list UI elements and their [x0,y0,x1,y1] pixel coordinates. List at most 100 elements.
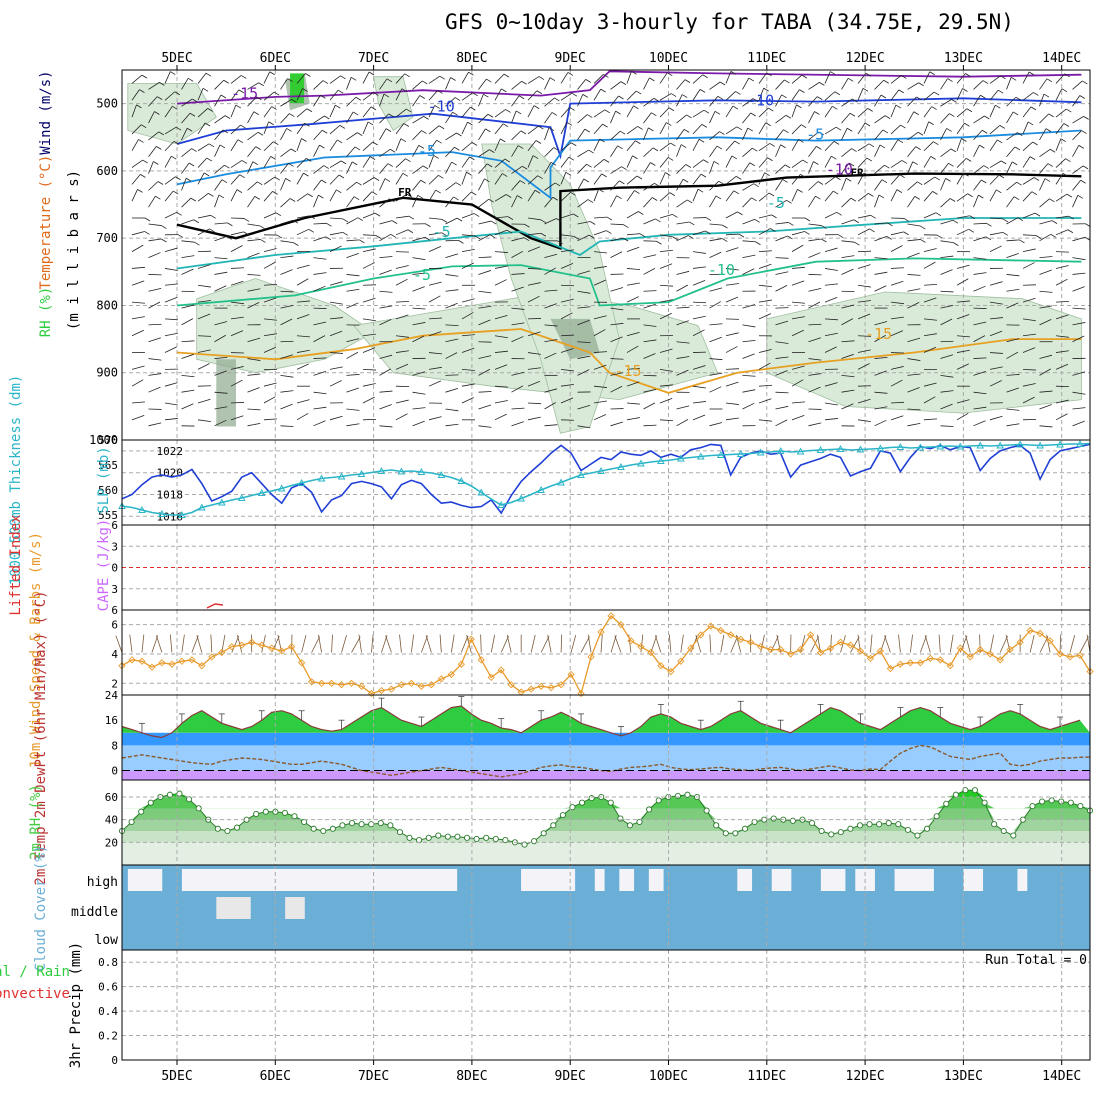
wind-barb-flag [817,181,824,185]
wind-barb [445,324,459,326]
wind-barb [478,163,488,174]
wind-barb [1022,368,1037,371]
wind-barb [758,284,772,288]
wind-barb [230,366,244,370]
wind-barb [725,140,735,151]
wind-barb [527,402,542,405]
wind-barb-flag [553,147,559,151]
wind-barb-flag [732,105,739,110]
surface-wind-barb [668,634,672,653]
wind-barb-flag [634,190,640,194]
wind-barb-flag [1046,78,1053,83]
wind-barb [676,306,690,309]
wind-speed-point [178,657,186,665]
wind-barb [610,95,619,107]
lifted-index-tick-label: 6 [111,519,118,532]
wind-barb [907,111,915,124]
wind-barb [626,331,640,337]
wind-barb-flag [914,196,920,200]
wind-barb [247,111,255,124]
wind-barb [989,245,1002,252]
wind-barb [148,146,157,157]
wind-barb-flag [932,191,938,195]
wind-barb-flag [632,155,638,160]
wind-barb [890,415,904,421]
wind-barb [775,199,787,208]
wind-barb [461,334,475,337]
precip-legend-convective: Convective [0,986,70,1002]
wind-barb [989,231,1003,236]
wind-barb [280,148,292,158]
wind-barb [907,131,919,141]
wind-barb-flag [933,141,939,146]
rh-point [483,834,490,841]
wind-barb [577,319,590,326]
wind-barb [164,382,178,387]
wind-barb [164,332,178,337]
wind-barb-flag [752,98,759,102]
wind-barb [511,336,524,343]
wind-barb [758,143,771,152]
wind-barb [841,98,853,107]
wind-barb [181,219,194,225]
wind-barb-flag [156,96,163,100]
rh-point [713,822,720,829]
wind-barb [643,218,656,225]
wind-barb-flag [717,95,724,100]
wind-barb [148,301,161,309]
wind-barb [824,155,832,168]
bottom-date-label: 5DEC [161,1069,192,1084]
wind-barb [478,178,485,191]
wind-barb [725,332,739,337]
wind-barb-flag [1002,231,1008,236]
wind-barb [940,78,948,90]
wind-barb-flag [220,94,227,99]
thickness-point [617,462,625,470]
wind-barb [544,97,555,107]
wind-barb [478,368,491,376]
rh-point [646,806,653,813]
wind-barb [313,257,327,260]
wind-barb-flag [326,222,332,227]
wind-barb [758,362,771,370]
wind-barb [560,298,574,303]
rh-point [617,815,624,822]
wind-barb [709,372,723,376]
wind-barb-flag [189,112,196,117]
rh-area-band [122,790,1090,809]
wind-barb [940,290,954,293]
wind-barb [346,374,360,376]
wind-barb [841,255,855,259]
wind-barb-flag [221,179,228,184]
lifted-index-tick-label: 3 [111,583,118,596]
wind-barb-flag [489,149,495,153]
wind-barb [362,368,377,371]
wind-barb [676,235,689,242]
wind-barb-flag [1044,178,1051,182]
wind-barb-flag [845,177,852,182]
rh-point [195,805,202,812]
wind-barb [511,180,521,191]
wind-barb [412,391,426,395]
wind-barb [544,196,554,208]
wind-barb [461,262,474,269]
wind-barb [775,285,788,292]
wind-barb-flag [865,72,872,77]
wind-barb [956,335,970,338]
wind-barb [626,367,640,370]
surface-wind-barb [924,635,931,653]
wind-barb [824,318,838,321]
wind-barb [907,82,919,90]
wind-barb [610,385,623,393]
wind-barb-flag [260,239,266,243]
wind-barb [346,408,360,411]
rh-point [722,830,729,837]
wind-barb-flag [342,218,349,223]
wind-barb [247,302,260,309]
wind-barb-flag [623,237,629,242]
wind-barb-flag [864,122,871,127]
wind-barb [973,335,986,343]
wind-barb-flag [487,113,494,118]
thickness-point [696,452,705,460]
top-date-label: 12DEC [846,51,885,66]
